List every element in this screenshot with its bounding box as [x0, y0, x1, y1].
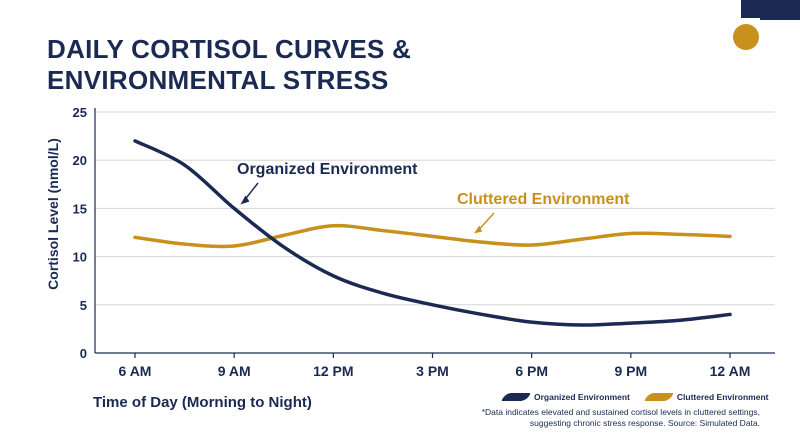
annotation-cluttered-arrow — [477, 212, 495, 231]
y-tick-label: 10 — [73, 250, 87, 265]
x-tick-label: 6 PM — [515, 363, 548, 379]
annotation-cluttered-label: Cluttered Environment — [457, 191, 630, 208]
annotation-cluttered-arrowhead — [474, 225, 483, 234]
y-tick-label: 0 — [80, 346, 87, 361]
annotation-organized-arrowhead — [240, 195, 250, 205]
y-tick-label: 15 — [73, 201, 87, 216]
y-tick-labels: 0 5 10 15 20 25 — [73, 105, 87, 361]
x-tick-label: 6 AM — [119, 363, 152, 379]
legend-swatch-cluttered — [644, 393, 674, 401]
x-tick-labels: 6 AM 9 AM 12 PM 3 PM 6 PM 9 PM 12 AM — [119, 353, 751, 379]
x-axis-label: Time of Day (Morning to Night) — [93, 394, 312, 411]
chart-title: DAILY CORTISOL CURVES & ENVIRONMENTAL ST… — [47, 34, 411, 96]
annotations: Organized Environment Cluttered Environme… — [237, 161, 630, 234]
series-lines — [133, 139, 732, 327]
x-tick-label: 12 PM — [313, 363, 353, 379]
x-tick-label: 9 PM — [614, 363, 647, 379]
x-tick-label: 12 AM — [710, 363, 751, 379]
chart-title-line-1: DAILY CORTISOL CURVES & — [47, 34, 412, 64]
legend-swatch-organized — [501, 393, 531, 401]
series-line-cluttered — [133, 223, 732, 249]
legend-label-organized: Organized Environment — [534, 392, 630, 402]
footnote: *Data indicates elevated and sustained c… — [481, 407, 760, 428]
chart-title-line-2: ENVIRONMENTAL STRESS — [47, 65, 389, 95]
y-axis-label: Cortisol Level (nmol/L) — [45, 138, 61, 290]
legend: Organized Environment Cluttered Environm… — [501, 392, 769, 402]
x-tick-label: 3 PM — [416, 363, 449, 379]
y-tick-label: 25 — [73, 105, 87, 120]
legend-item-cluttered: Cluttered Environment — [644, 392, 769, 402]
y-tick-label: 20 — [73, 153, 87, 168]
legend-label-cluttered: Cluttered Environment — [676, 392, 769, 402]
grid-lines — [94, 108, 775, 354]
y-tick-label: 5 — [80, 298, 87, 313]
legend-item-organized: Organized Environment — [501, 392, 630, 402]
series-line-organized — [133, 139, 732, 327]
x-tick-label: 9 AM — [218, 363, 251, 379]
annotation-organized-label: Organized Environment — [237, 161, 418, 178]
